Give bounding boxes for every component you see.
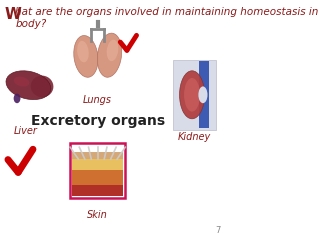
FancyBboxPatch shape (199, 61, 209, 128)
Text: 7: 7 (215, 226, 220, 235)
FancyBboxPatch shape (72, 159, 123, 170)
Text: Skin: Skin (87, 210, 108, 220)
Ellipse shape (103, 163, 105, 167)
FancyBboxPatch shape (173, 60, 216, 130)
Ellipse shape (198, 86, 207, 103)
Ellipse shape (97, 163, 99, 167)
FancyBboxPatch shape (70, 143, 125, 198)
FancyBboxPatch shape (72, 170, 123, 185)
Text: W: W (4, 7, 21, 22)
Ellipse shape (97, 33, 122, 77)
Text: Lungs: Lungs (83, 95, 112, 105)
Ellipse shape (84, 163, 86, 167)
Ellipse shape (31, 76, 53, 97)
FancyBboxPatch shape (72, 152, 123, 159)
Ellipse shape (116, 163, 118, 167)
Ellipse shape (90, 163, 92, 167)
Text: Kidney: Kidney (178, 132, 211, 142)
Text: hat are the organs involved in maintaining homeostasis in our
body?: hat are the organs involved in maintaini… (15, 7, 320, 29)
Ellipse shape (77, 41, 89, 62)
Text: Excretory organs: Excretory organs (31, 114, 165, 128)
Ellipse shape (180, 71, 204, 119)
Text: Liver: Liver (14, 126, 38, 136)
Ellipse shape (14, 94, 20, 103)
Ellipse shape (110, 163, 112, 167)
Ellipse shape (74, 36, 98, 77)
Ellipse shape (184, 78, 200, 112)
Ellipse shape (107, 40, 118, 61)
Ellipse shape (14, 77, 29, 87)
Ellipse shape (77, 163, 79, 167)
FancyBboxPatch shape (72, 185, 123, 196)
Ellipse shape (6, 71, 51, 100)
